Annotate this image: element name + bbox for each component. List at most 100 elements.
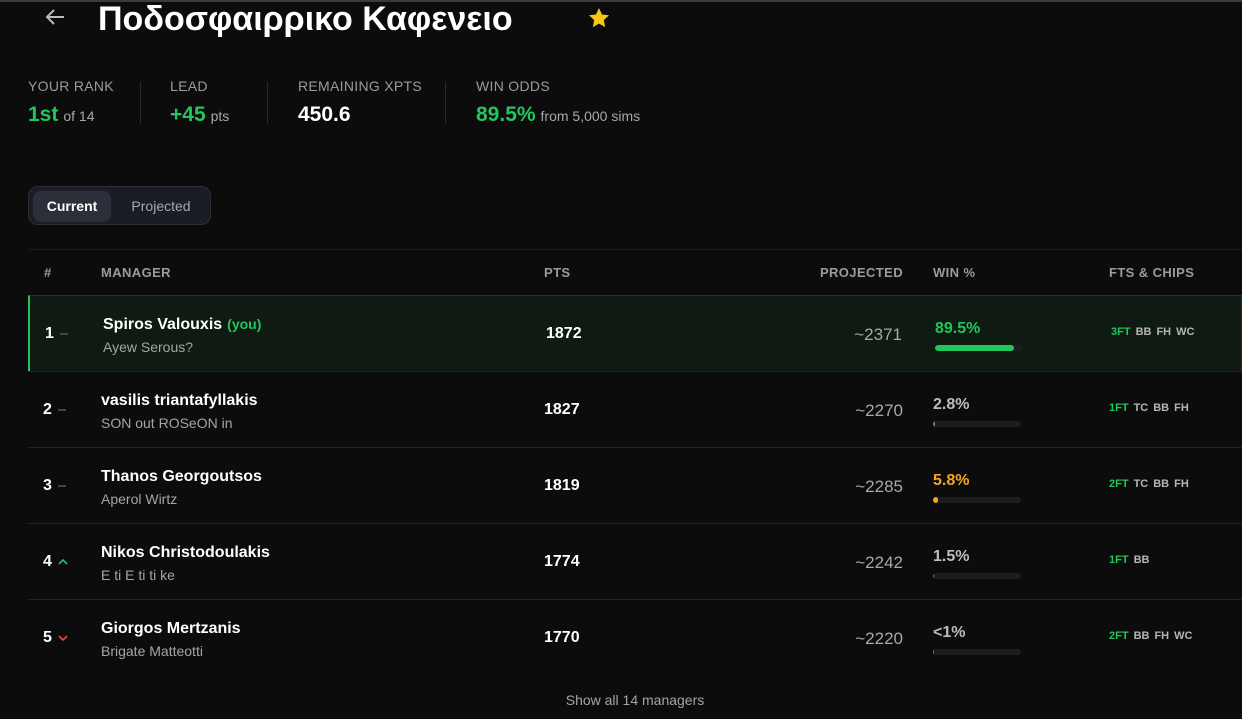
manager-name: Giorgos Mertzanis	[101, 620, 241, 638]
trend-icon	[58, 635, 68, 642]
team-name: Brigate Matteotti	[101, 643, 203, 659]
win-percent: 89.5%	[935, 320, 981, 337]
table-row[interactable]: 5 Giorgos Mertzanis Brigate Matteotti 1770 ~…	[28, 599, 1242, 675]
chip: FH	[1174, 402, 1189, 414]
manager-name-text: Nikos Christodoulakis	[101, 544, 270, 561]
projected: ~2270	[855, 401, 903, 420]
stat-number: +45	[170, 103, 206, 126]
stat-label: REMAINING XPTS	[298, 78, 422, 94]
chips: 3FT BB FH WC	[1111, 326, 1199, 338]
back-button[interactable]	[44, 7, 66, 27]
trend-icon	[58, 485, 66, 487]
win-bar-track	[933, 649, 1021, 655]
rank: 3	[43, 477, 52, 494]
table-row[interactable]: 1 Spiros Valouxis (you) Ayew Serous? 1872 ~23…	[28, 295, 1242, 372]
points: 1819	[544, 477, 580, 494]
team-name: SON out ROSeON in	[101, 415, 233, 431]
points: 1774	[544, 553, 580, 570]
chip: FH	[1174, 478, 1189, 490]
table-row[interactable]: 3 Thanos Georgoutsos Aperol Wirtz 1819 ~2285…	[28, 447, 1242, 523]
points: 1872	[546, 325, 582, 342]
stat-number: 450.6	[298, 103, 351, 126]
tab[interactable]: Current	[33, 191, 111, 222]
stat-value: +45 pts	[170, 103, 229, 127]
chip: WC	[1176, 326, 1195, 338]
trend-icon	[60, 333, 68, 335]
rank: 1	[45, 325, 54, 342]
free-transfers: 2FT	[1109, 478, 1129, 490]
favorite-star[interactable]	[587, 6, 611, 30]
projected: ~2242	[855, 553, 903, 572]
stat-suffix: of 14	[63, 108, 95, 124]
free-transfers: 3FT	[1111, 326, 1131, 338]
table-row[interactable]: 4 Nikos Christodoulakis E ti E ti ti ke 177…	[28, 523, 1242, 599]
stat-number: 1st	[28, 103, 59, 126]
free-transfers: 1FT	[1109, 402, 1129, 414]
chip: WC	[1174, 630, 1193, 642]
manager-name-text: Spiros Valouxis	[103, 316, 223, 333]
chips: 2FT TC BB FH	[1109, 478, 1194, 490]
chip: FH	[1156, 326, 1172, 338]
standings-table: # MANAGER PTS PROJECTED WIN % FTS & CHIP…	[28, 249, 1242, 708]
tab[interactable]: Projected	[131, 198, 191, 214]
stat-label: YOUR RANK	[28, 78, 114, 94]
divider	[140, 82, 141, 124]
manager-name-text: vasilis triantafyllakis	[101, 392, 258, 409]
team-name: Aperol Wirtz	[101, 491, 178, 507]
show-all-link[interactable]: Show all 14 managers	[565, 692, 705, 708]
manager-name: Thanos Georgoutsos	[101, 468, 262, 486]
chip: FH	[1154, 630, 1170, 642]
win-percent: 1.5%	[933, 548, 970, 565]
stat-value: 1st of 14	[28, 103, 95, 127]
points: 1770	[544, 629, 580, 646]
win-bar	[933, 421, 936, 427]
column-header: WIN %	[933, 265, 976, 280]
win-bar-track	[933, 421, 1021, 427]
table-row[interactable]: 2 vasilis triantafyllakis SON out ROSeON i…	[28, 371, 1242, 447]
chip: TC	[1133, 478, 1149, 490]
chip: BB	[1133, 554, 1150, 566]
rank: 2	[43, 401, 52, 418]
team-name: Ayew Serous?	[103, 339, 194, 355]
win-bar-track	[933, 573, 1021, 579]
manager-name: Spiros Valouxis (you)	[103, 316, 261, 334]
chip: BB	[1135, 326, 1152, 338]
free-transfers: 1FT	[1109, 554, 1129, 566]
projected: ~2220	[855, 629, 903, 648]
column-header: MANAGER	[101, 265, 171, 280]
win-percent: <1%	[933, 624, 966, 641]
chips: 2FT BB FH WC	[1109, 630, 1197, 642]
you-tag: (you)	[227, 316, 262, 332]
stat-value: 450.6	[298, 103, 351, 127]
stat-label: LEAD	[170, 78, 208, 94]
column-header: PROJECTED	[819, 265, 903, 280]
trend-icon	[58, 409, 66, 411]
win-percent: 2.8%	[933, 396, 970, 413]
stat-number: 89.5%	[476, 103, 536, 126]
stat-suffix: from 5,000 sims	[540, 108, 641, 124]
league-title: Ποδοσφαιρρικο Καφενειο	[98, 0, 513, 38]
team-name: E ti E ti ti ke	[101, 567, 175, 583]
points: 1827	[544, 401, 580, 418]
win-bar-track	[933, 497, 1021, 503]
win-bar-track	[935, 345, 1023, 351]
projected: ~2371	[854, 325, 902, 344]
chips: 1FT TC BB FH	[1109, 402, 1194, 414]
win-bar	[933, 573, 935, 579]
divider	[267, 82, 268, 124]
rank: 4	[43, 553, 52, 570]
stat-suffix: pts	[210, 108, 230, 124]
chips: 1FT BB	[1109, 554, 1154, 566]
win-percent: 5.8%	[933, 472, 970, 489]
projected: ~2285	[855, 477, 903, 496]
view-tabs: Current Projected	[28, 186, 211, 225]
win-bar	[933, 497, 939, 503]
stat-value: 89.5% from 5,000 sims	[476, 103, 640, 127]
manager-name: vasilis triantafyllakis	[101, 392, 258, 410]
manager-name-text: Thanos Georgoutsos	[101, 468, 262, 485]
free-transfers: 2FT	[1109, 630, 1129, 642]
trend-icon	[58, 558, 68, 565]
manager-name-text: Giorgos Mertzanis	[101, 620, 241, 637]
win-bar	[935, 345, 1014, 351]
